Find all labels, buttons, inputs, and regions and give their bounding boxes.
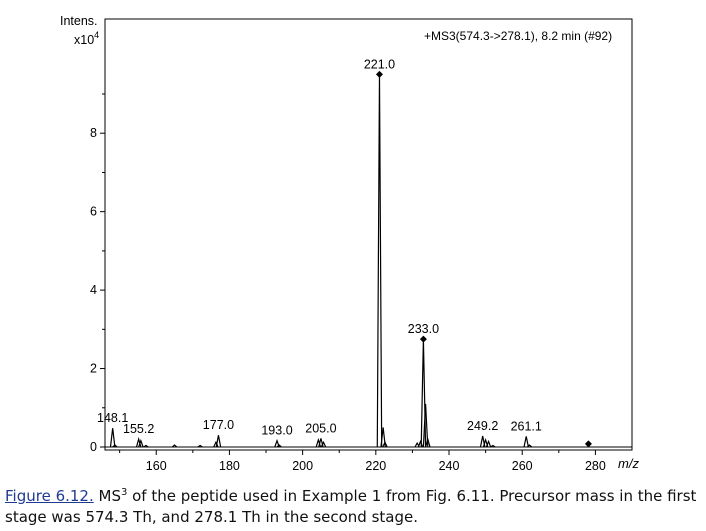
y-axis-title: Intens. x104 <box>60 14 99 47</box>
y-tick-label-4: 4 <box>90 283 97 297</box>
peak-148.1 <box>109 428 116 448</box>
peak-label-233: 233.0 <box>408 322 439 336</box>
peak-233.6 <box>422 403 429 448</box>
y-axis-scale-exponent: 4 <box>94 30 99 40</box>
y-axis-scale-label: x104 <box>74 30 99 47</box>
y-tick-label-6: 6 <box>90 205 97 219</box>
x-tick-label-280: 280 <box>585 459 606 473</box>
x-tick-label-260: 260 <box>512 459 533 473</box>
x-tick-label-240: 240 <box>439 459 460 473</box>
y-tick-label-8: 8 <box>90 126 97 140</box>
x-tick-label-180: 180 <box>219 459 240 473</box>
marker-221 <box>375 70 383 78</box>
y-tick-label-0: 0 <box>90 440 97 454</box>
peak-261.1 <box>523 436 530 448</box>
peak-165 <box>171 444 178 448</box>
peak-177 <box>215 435 222 448</box>
peak-234.2 <box>425 436 431 448</box>
y-axis-unit-label: Intens. <box>60 14 98 28</box>
peak-label-177: 177.0 <box>203 418 234 432</box>
peak-label-148.1: 148.1 <box>97 411 128 425</box>
peak-233 <box>420 339 427 448</box>
caption-ms-superscript: 3 <box>120 487 128 498</box>
mass-spectrum-chart: Intens. x104 +MS3(574.3->278.1), 8.2 min… <box>60 14 639 473</box>
peak-markers <box>375 70 592 448</box>
figure-label: Figure 6.12. <box>5 487 94 505</box>
peak-label-261.1: 261.1 <box>511 419 542 433</box>
peak-172 <box>197 444 203 448</box>
caption-text: of the peptide used in Example 1 from Fi… <box>5 487 697 526</box>
peak-193.6 <box>276 444 282 448</box>
scan-label: +MS3(574.3->278.1), 8.2 min (#92) <box>424 29 612 43</box>
peak-label-221: 221.0 <box>364 57 395 71</box>
peak-250.8 <box>485 439 492 448</box>
peak-label-155.2: 155.2 <box>123 422 154 436</box>
figure-caption: Figure 6.12. MS3 of the peptide used in … <box>5 486 703 528</box>
peak-176.3 <box>213 440 219 448</box>
x-axis-label: m/z <box>618 456 639 471</box>
peak-222 <box>380 427 386 448</box>
peak-205.7 <box>320 440 327 448</box>
caption-ms: MS <box>98 487 121 505</box>
x-tick-label-200: 200 <box>292 459 313 473</box>
marker-233 <box>419 335 427 343</box>
peak-155.8 <box>138 438 144 448</box>
peak-label-205: 205.0 <box>305 421 336 435</box>
peak-label-249.2: 249.2 <box>467 419 498 433</box>
peak-221 <box>376 74 383 448</box>
peak-222.5 <box>382 440 388 448</box>
y-tick-label-2: 2 <box>90 362 97 376</box>
x-tick-label-160: 160 <box>146 459 167 473</box>
marker-278.1 <box>584 440 592 448</box>
peak-label-193: 193.0 <box>261 424 292 438</box>
peak-157.2 <box>143 444 149 448</box>
x-tick-label-220: 220 <box>365 459 386 473</box>
peak-148.7 <box>112 444 118 448</box>
peak-262 <box>526 444 533 448</box>
axes: 160 180 200 220 240 260 280 0 2 4 6 8 <box>90 93 632 473</box>
plot-frame <box>104 18 633 451</box>
y-axis-scale-base: x10 <box>74 33 94 47</box>
peaks <box>109 74 533 448</box>
peak-232.2 <box>417 439 424 448</box>
peak-252 <box>490 444 496 448</box>
